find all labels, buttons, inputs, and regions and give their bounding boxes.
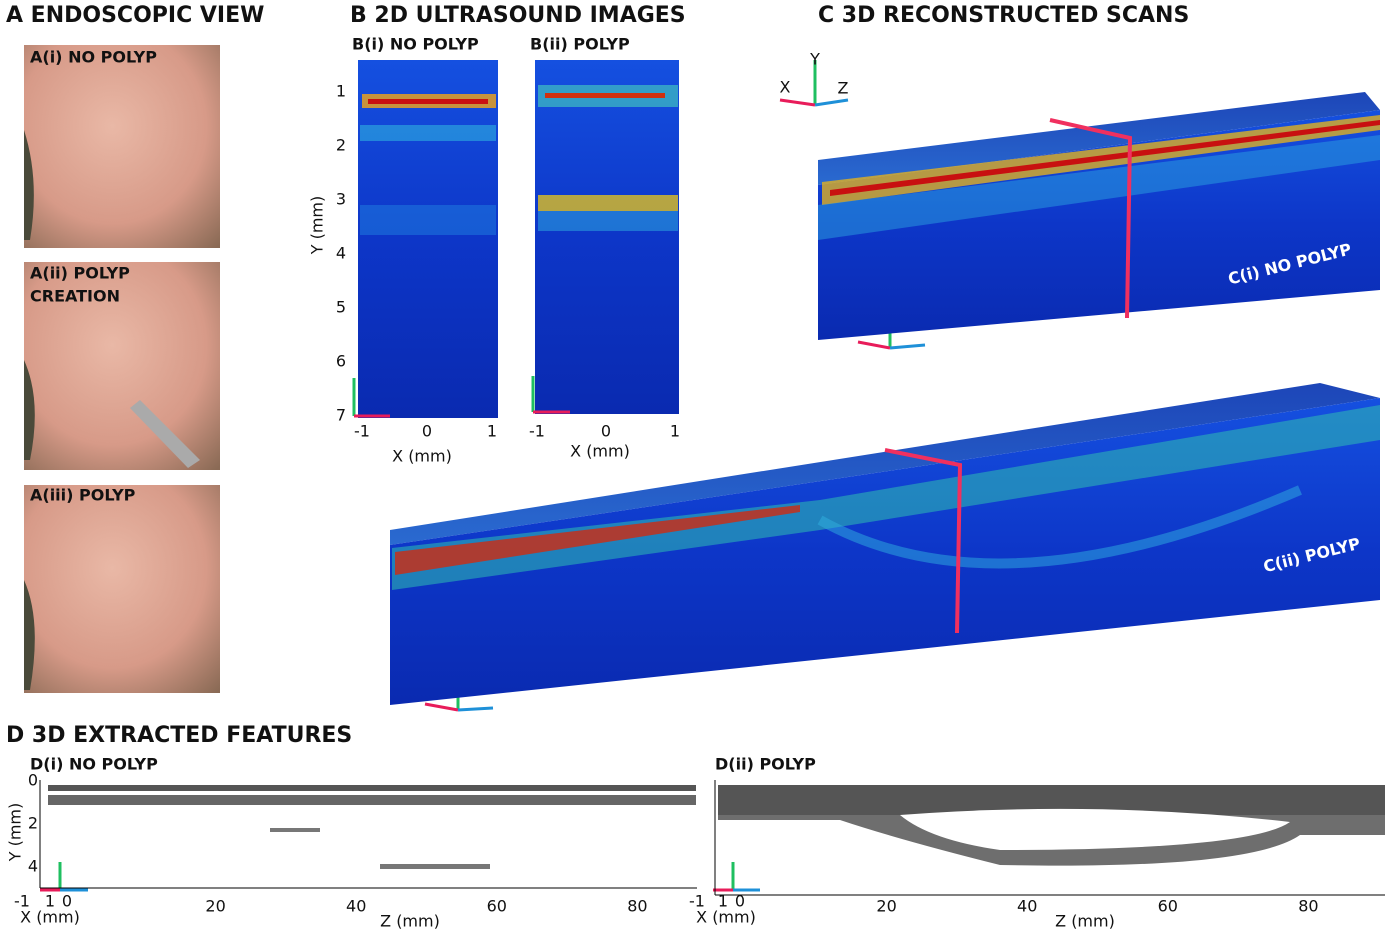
feature-layer — [380, 864, 490, 869]
tissue-layer — [538, 211, 678, 231]
image-label: CREATION — [30, 287, 120, 306]
axis-label: Z — [838, 79, 849, 98]
feature-layer — [48, 795, 696, 805]
y-tick-label: 3 — [336, 190, 346, 209]
axis-label: Z (mm) — [1055, 912, 1115, 931]
z-tick-label: 40 — [1017, 897, 1037, 916]
feature-layer — [48, 785, 696, 791]
x-tick-label: 1 — [45, 892, 55, 911]
z-tick-label: 60 — [487, 897, 507, 916]
y-tick-label: 2 — [28, 814, 38, 833]
panel-title: A ENDOSCOPIC VIEW — [6, 3, 264, 28]
tissue-layer — [360, 125, 496, 141]
figure: A ENDOSCOPIC VIEW B 2D ULTRASOUND IMAGES… — [0, 0, 1396, 937]
x-tick-label: -1 — [529, 422, 545, 441]
x-tick-label: 1 — [718, 892, 728, 911]
tissue-layer — [368, 99, 488, 104]
z-tick-label: 80 — [1298, 897, 1318, 916]
ultrasound-images — [358, 60, 679, 418]
plot-label: D(ii) POLYP — [715, 755, 816, 774]
endoscopic-image — [24, 485, 220, 693]
axis-label: X — [780, 78, 791, 97]
plot-label: D(i) NO POLYP — [30, 755, 158, 774]
y-tick-label: 5 — [336, 298, 346, 317]
y-tick-label: 0 — [28, 771, 38, 790]
y-tick-label: 6 — [336, 352, 346, 371]
z-tick-label: 80 — [627, 897, 647, 916]
tissue-layer — [360, 205, 496, 235]
image-label: A(ii) POLYP — [30, 264, 130, 283]
image-label: A(iii) POLYP — [30, 486, 136, 505]
axis-label: X (mm) — [570, 442, 630, 461]
image-label: B(i) NO POLYP — [352, 35, 479, 54]
axis-label: Y — [809, 50, 820, 69]
x-tick-label: 0 — [422, 422, 432, 441]
panel-title: C 3D RECONSTRUCTED SCANS — [818, 3, 1189, 28]
image-label: B(ii) POLYP — [530, 35, 630, 54]
ultrasound-image — [358, 60, 498, 418]
x-tick-label: 0 — [601, 422, 611, 441]
z-tick-label: 20 — [205, 897, 225, 916]
y-tick-label: 7 — [336, 406, 346, 425]
feature-layer — [270, 828, 320, 832]
z-tick-label: 60 — [1158, 897, 1178, 916]
feature-plots — [40, 780, 1385, 895]
z-tick-label: 40 — [346, 897, 366, 916]
z-tick-label: 20 — [876, 897, 896, 916]
x-tick-label: -1 — [14, 892, 30, 911]
axis-label: Y (mm) — [6, 803, 25, 863]
y-tick-label: 4 — [336, 244, 346, 263]
x-tick-label: 0 — [735, 892, 745, 911]
x-tick-label: -1 — [689, 892, 705, 911]
y-tick-label: 4 — [28, 857, 38, 876]
x-tick-label: 1 — [487, 422, 497, 441]
content: A ENDOSCOPIC VIEW B 2D ULTRASOUND IMAGES… — [6, 3, 1386, 931]
axis-label: X (mm) — [392, 447, 452, 466]
axis-label: Z (mm) — [380, 912, 440, 931]
image-label: A(i) NO POLYP — [30, 48, 157, 67]
ultrasound-image — [535, 60, 679, 414]
axis-label: Y (mm) — [308, 196, 327, 256]
x-tick-label: -1 — [354, 422, 370, 441]
x-tick-label: 0 — [62, 892, 72, 911]
y-tick-label: 2 — [336, 136, 346, 155]
panel-title: B 2D ULTRASOUND IMAGES — [350, 3, 686, 28]
endoscopic-images — [24, 45, 220, 693]
x-tick-label: 1 — [670, 422, 680, 441]
panel-title: D 3D EXTRACTED FEATURES — [6, 723, 352, 748]
y-tick-label: 1 — [336, 82, 346, 101]
endoscopic-image — [24, 45, 220, 248]
tissue-layer — [545, 93, 665, 98]
tissue-layer — [538, 195, 678, 211]
